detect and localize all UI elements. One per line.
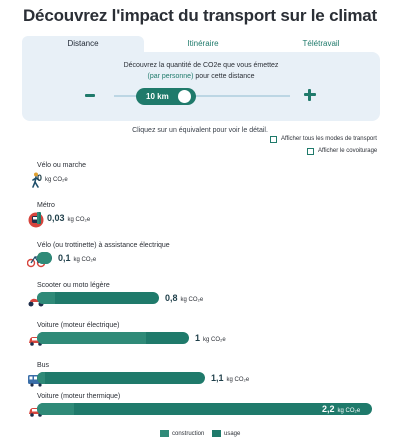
emission-value: 1,1 kg CO₂e bbox=[211, 372, 249, 386]
emission-bar[interactable] bbox=[37, 403, 372, 415]
distance-panel: Découvrez la quantité de CO2e que vous é… bbox=[22, 52, 380, 121]
emission-value: 0 kg CO₂e bbox=[37, 172, 68, 186]
distance-value: 10 km bbox=[146, 92, 169, 101]
decrease-distance-button[interactable] bbox=[85, 94, 95, 97]
tab-bar: Distance Itinéraire Télétravail bbox=[22, 36, 380, 52]
value-unit: kg CO₂e bbox=[203, 337, 226, 343]
emission-bar[interactable] bbox=[37, 372, 205, 384]
value-number: 0,03 bbox=[47, 213, 65, 223]
value-number: 1,1 bbox=[211, 373, 224, 383]
show-carpool-option[interactable]: Afficher le covoiturage bbox=[307, 147, 377, 157]
value-number: 0,8 bbox=[165, 293, 178, 303]
emission-value: 1 kg CO₂e bbox=[195, 332, 226, 346]
legend-usage-label: usage bbox=[224, 431, 241, 438]
value-number: 2,2 bbox=[322, 404, 335, 414]
mode-label: Bus bbox=[37, 362, 50, 369]
value-number: 0 bbox=[37, 173, 43, 183]
distance-slider-handle[interactable]: 10 km bbox=[136, 88, 196, 105]
mode-row-metro[interactable]: Métro 0,03 kg CO₂e bbox=[0, 202, 400, 242]
construction-segment bbox=[37, 332, 146, 344]
mode-label: Voiture (moteur thermique) bbox=[37, 393, 121, 400]
value-unit: kg CO₂e bbox=[226, 377, 250, 383]
mode-label: Scooter ou moto légère bbox=[37, 282, 110, 289]
construction-segment bbox=[37, 403, 74, 415]
value-number: 1 bbox=[195, 333, 201, 343]
show-all-modes-checkbox[interactable] bbox=[270, 135, 277, 143]
walking-person-icon bbox=[27, 172, 45, 188]
hint-text: Cliquez sur un équivalent pour voir le d… bbox=[132, 127, 268, 134]
per-person-link[interactable]: (par personne) bbox=[147, 73, 194, 80]
show-carpool-checkbox[interactable] bbox=[307, 147, 314, 155]
construction-segment bbox=[37, 372, 45, 384]
panel-description-rest: pour cette distance bbox=[193, 73, 255, 80]
value-unit: kg CO₂e bbox=[45, 177, 68, 183]
construction-swatch bbox=[160, 430, 169, 437]
construction-segment bbox=[37, 292, 55, 304]
page-title: Découvrez l'impact du transport sur le c… bbox=[22, 6, 378, 25]
emission-value: 0,8 kg CO₂e bbox=[165, 292, 203, 306]
metro-icon bbox=[27, 212, 45, 228]
mode-label: Vélo ou marche bbox=[37, 162, 87, 169]
mode-row-thermal-car[interactable]: Voiture (moteur thermique) 2,2 kg CO₂e bbox=[0, 393, 400, 433]
slider-thumb-icon[interactable] bbox=[178, 90, 191, 103]
show-carpool-label: Afficher le covoiturage bbox=[318, 148, 378, 154]
emission-bar[interactable] bbox=[37, 252, 52, 264]
mode-label: Voiture (moteur électrique) bbox=[37, 322, 120, 329]
tab-distance[interactable]: Distance bbox=[22, 36, 144, 52]
mode-row-scooter[interactable]: Scooter ou moto légère 0,8 kg CO₂e bbox=[0, 282, 400, 322]
tab-itineraire[interactable]: Itinéraire bbox=[187, 39, 219, 48]
show-all-modes-option[interactable]: Afficher tous les modes de transport bbox=[270, 135, 377, 145]
mode-row-bus[interactable]: Bus 1,1 kg CO₂e bbox=[0, 362, 400, 402]
emission-bar[interactable] bbox=[37, 292, 159, 304]
panel-description: Découvrez la quantité de CO2e que vous é… bbox=[123, 62, 279, 69]
legend-usage: usage bbox=[212, 430, 240, 439]
construction-segment bbox=[37, 252, 51, 264]
value-unit: kg CO₂e bbox=[73, 257, 97, 263]
construction-segment bbox=[37, 212, 39, 224]
tab-teletravail[interactable]: Télétravail bbox=[302, 39, 340, 48]
mode-row-electric-bike[interactable]: Vélo (ou trottinette) à assistance élect… bbox=[0, 242, 400, 282]
distance-slider-track[interactable] bbox=[114, 95, 290, 97]
plus-icon-vertical bbox=[308, 89, 311, 101]
mode-row-velo[interactable]: Vélo ou marche 0 kg CO₂e bbox=[0, 162, 400, 202]
increase-distance-button[interactable] bbox=[304, 87, 320, 103]
show-all-modes-label: Afficher tous les modes de transport bbox=[281, 136, 377, 142]
value-unit: kg CO₂e bbox=[337, 408, 361, 414]
value-number: 0,1 bbox=[58, 253, 71, 263]
mode-label: Métro bbox=[37, 202, 55, 209]
usage-swatch bbox=[212, 430, 221, 437]
mode-row-electric-car[interactable]: Voiture (moteur électrique) 1 kg CO₂e bbox=[0, 322, 400, 362]
legend-construction: construction bbox=[160, 430, 204, 439]
emission-value: 0,03 kg CO₂e bbox=[47, 212, 90, 226]
emission-bar[interactable] bbox=[37, 332, 189, 344]
emission-value: 2,2 kg CO₂e bbox=[322, 403, 360, 417]
mode-label: Vélo (ou trottinette) à assistance élect… bbox=[37, 242, 170, 249]
panel-description-2: (par personne) pour cette distance bbox=[22, 73, 380, 80]
legend-construction-label: construction bbox=[172, 431, 205, 438]
emission-bar[interactable] bbox=[37, 212, 41, 224]
emission-value: 0,1 kg CO₂e bbox=[58, 252, 96, 266]
value-unit: kg CO₂e bbox=[180, 297, 204, 303]
value-unit: kg CO₂e bbox=[67, 217, 91, 223]
